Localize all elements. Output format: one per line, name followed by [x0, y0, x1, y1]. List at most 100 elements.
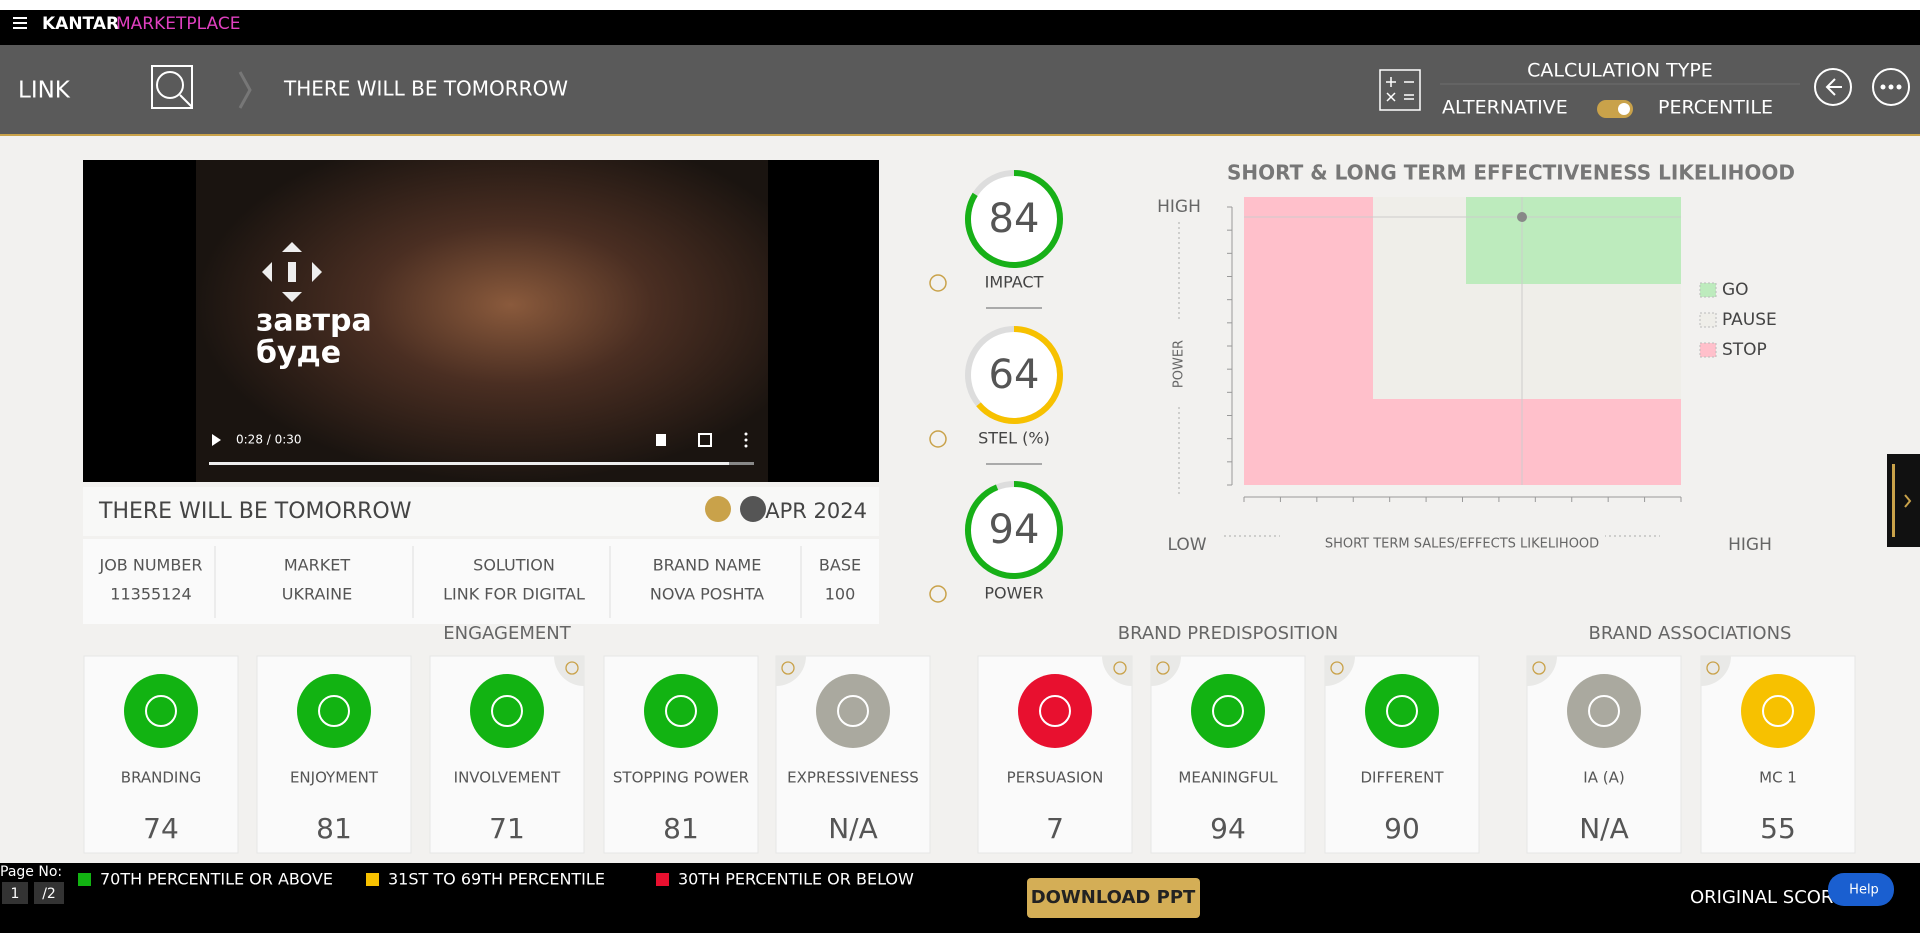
fullscreen-button[interactable] — [698, 433, 712, 447]
brand: KANTAR — [42, 14, 119, 34]
gauge-value: 94 — [989, 507, 1040, 553]
metric-value: 90 — [1384, 812, 1420, 845]
side-tab-chevron — [1904, 494, 1912, 508]
report-icon[interactable] — [740, 496, 766, 522]
section-title: BRAND PREDISPOSITION — [1118, 623, 1339, 644]
detail-value: NOVA POSHTA — [650, 585, 764, 604]
help-button[interactable] — [1828, 873, 1894, 906]
metric-icon — [124, 674, 198, 748]
metric-icon — [1018, 674, 1092, 748]
metric-value: 81 — [316, 812, 352, 845]
gauge-arc — [965, 170, 1063, 268]
video-time: 0:28 / 0:30 — [236, 433, 302, 447]
header-bar — [0, 45, 1920, 135]
legend-swatch — [1699, 342, 1717, 358]
metric-icon — [1741, 674, 1815, 748]
calculator-icon[interactable] — [1379, 69, 1421, 111]
metric-glyph — [1212, 695, 1244, 727]
tag-icon[interactable] — [705, 496, 731, 522]
video-overlay-text: завтра — [256, 304, 372, 339]
metric-icon — [816, 674, 890, 748]
page-box[interactable] — [2, 882, 28, 904]
bottom-bar — [0, 863, 1920, 933]
calc-type-label: CALCULATION TYPE — [1527, 60, 1713, 82]
legend-swatch — [1699, 282, 1717, 298]
ad-position — [1517, 212, 1527, 222]
video-overlay-text: буде — [256, 336, 341, 371]
detail-label: BRAND NAME — [653, 556, 762, 575]
video-logo — [262, 242, 322, 302]
info-icon[interactable] — [781, 661, 795, 675]
info-icon[interactable] — [1156, 661, 1170, 675]
side-panel-tab[interactable] — [1887, 454, 1920, 547]
option-alternative[interactable]: ALTERNATIVE — [1442, 97, 1568, 119]
metric-value: 71 — [489, 812, 525, 845]
metric-label: IA (A) — [1583, 769, 1624, 787]
page-label: Page No: — [0, 864, 62, 880]
gauge-label: POWER — [984, 584, 1043, 603]
original-score: ORIGINAL SCORE — [1690, 887, 1845, 908]
volume-button[interactable] — [656, 434, 666, 446]
open-link-icon[interactable] — [1113, 661, 1127, 675]
info-icon[interactable] — [929, 274, 947, 292]
metric-label: STOPPING POWER — [613, 769, 749, 787]
info-icon[interactable] — [1330, 661, 1344, 675]
detail-label: BASE — [819, 556, 861, 575]
metric-icon — [1567, 674, 1641, 748]
search-icon[interactable] — [151, 65, 193, 109]
gauge-label: IMPACT — [985, 273, 1044, 292]
video-menu[interactable] — [744, 432, 748, 448]
breadcrumb-chevron — [238, 71, 252, 109]
metric-glyph — [491, 695, 523, 727]
section-title: BRAND ASSOCIATIONS — [1589, 623, 1792, 644]
info-icon[interactable] — [929, 585, 947, 603]
metric-icon — [644, 674, 718, 748]
info-icon[interactable] — [1706, 661, 1720, 675]
x-high: HIGH — [1728, 535, 1772, 555]
metric-label: PERSUASION — [1007, 769, 1104, 787]
detail-label: SOLUTION — [473, 556, 555, 575]
download-button[interactable] — [1027, 878, 1200, 918]
metric-value: N/A — [1579, 812, 1629, 845]
metric-label: MEANINGFUL — [1178, 769, 1278, 787]
y-high: HIGH — [1157, 197, 1201, 217]
info-icon[interactable] — [1532, 661, 1546, 675]
page-total: /2 — [42, 886, 56, 902]
quadrant-title: SHORT & LONG TERM EFFECTIVENESS LIKELIHO… — [1227, 161, 1795, 185]
more-button[interactable] — [1872, 68, 1910, 106]
y-label: POWER — [1172, 340, 1187, 388]
gauge-value: 84 — [989, 196, 1040, 242]
detail-value: 100 — [825, 585, 856, 604]
metric-label: INVOLVEMENT — [454, 769, 562, 787]
metric-value: 7 — [1046, 812, 1064, 845]
play-button[interactable] — [212, 434, 221, 446]
metric-card[interactable] — [429, 655, 585, 854]
video-progress — [209, 462, 729, 465]
legend-swatch — [366, 873, 379, 886]
detail-value: LINK FOR DIGITAL — [443, 585, 585, 604]
option-percentile[interactable]: PERCENTILE — [1658, 97, 1773, 119]
legend-swatch — [1699, 312, 1717, 328]
metric-glyph — [145, 695, 177, 727]
menu-icon[interactable] — [13, 17, 27, 29]
gauge-label: STEL (%) — [978, 429, 1050, 448]
info-icon[interactable] — [929, 430, 947, 448]
metric-label: MC 1 — [1759, 769, 1797, 787]
section-title: ENGAGEMENT — [443, 623, 571, 644]
gauge-arc — [976, 326, 1063, 424]
legend-swatch — [656, 873, 669, 886]
legend-label: GO — [1722, 280, 1749, 300]
stop-zone — [1244, 399, 1681, 485]
metric-label: ENJOYMENT — [290, 769, 379, 787]
x-low: LOW — [1167, 535, 1206, 555]
brand-suffix: MARKETPLACE — [116, 14, 240, 34]
page-total-box — [34, 882, 64, 904]
open-link-icon[interactable] — [565, 661, 579, 675]
back-button[interactable] — [1814, 68, 1852, 106]
detail-label: JOB NUMBER — [98, 556, 202, 575]
metric-glyph — [665, 695, 697, 727]
metric-value: 74 — [143, 812, 179, 845]
x-label-bg — [1280, 526, 1605, 548]
detail-label: MARKET — [284, 556, 350, 575]
